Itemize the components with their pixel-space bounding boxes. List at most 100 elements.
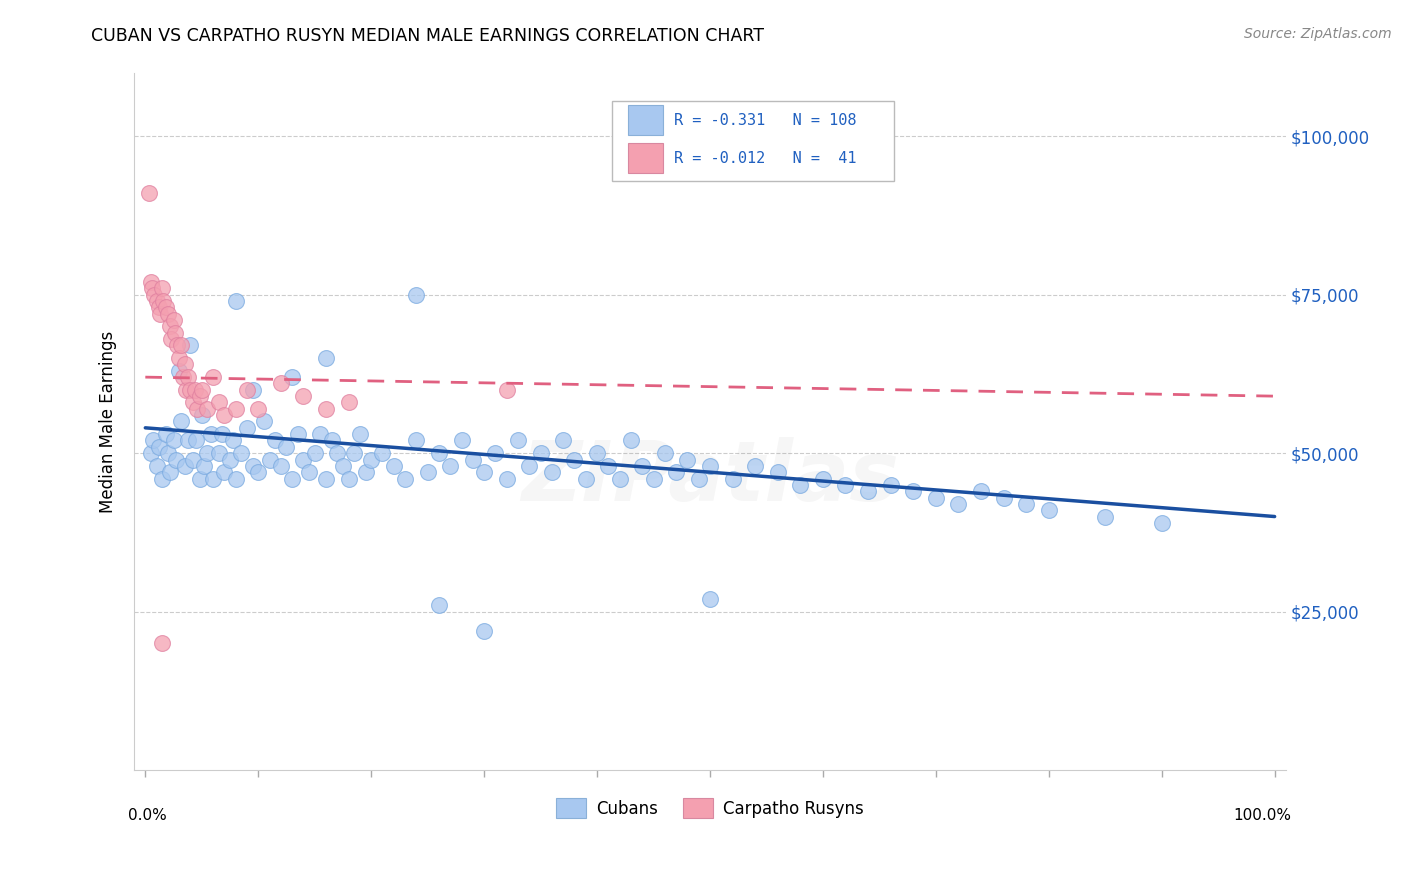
Text: Source: ZipAtlas.com: Source: ZipAtlas.com xyxy=(1244,27,1392,41)
Point xyxy=(304,446,326,460)
Point xyxy=(202,370,225,384)
Point xyxy=(970,484,993,499)
Point xyxy=(173,458,195,473)
Point xyxy=(1038,503,1060,517)
FancyBboxPatch shape xyxy=(612,101,894,181)
Point xyxy=(225,401,247,416)
Point xyxy=(211,427,233,442)
Point xyxy=(620,434,643,448)
Point xyxy=(337,471,360,485)
Point xyxy=(167,351,190,365)
Point xyxy=(405,287,427,301)
Text: CUBAN VS CARPATHO RUSYN MEDIAN MALE EARNINGS CORRELATION CHART: CUBAN VS CARPATHO RUSYN MEDIAN MALE EARN… xyxy=(91,27,765,45)
Point xyxy=(371,446,394,460)
Point xyxy=(744,458,766,473)
Text: 0.0%: 0.0% xyxy=(128,808,167,823)
Point xyxy=(676,452,699,467)
Point xyxy=(292,389,315,403)
Point xyxy=(631,458,654,473)
Point xyxy=(162,434,184,448)
Text: ZIPatlas: ZIPatlas xyxy=(522,437,898,517)
Point xyxy=(439,458,461,473)
Point xyxy=(903,484,925,499)
Point xyxy=(450,434,472,448)
Point xyxy=(142,434,165,448)
Point xyxy=(148,440,170,454)
Point xyxy=(925,491,948,505)
Point xyxy=(315,471,337,485)
Point xyxy=(202,471,225,485)
Point xyxy=(242,458,264,473)
Point xyxy=(766,465,789,479)
Point xyxy=(156,446,179,460)
Point xyxy=(332,458,354,473)
Point xyxy=(179,338,201,352)
Point xyxy=(159,319,181,334)
Point xyxy=(575,471,598,485)
Point xyxy=(586,446,609,460)
Point xyxy=(472,465,495,479)
Point xyxy=(177,434,200,448)
Point xyxy=(166,338,188,352)
Point xyxy=(242,383,264,397)
Point xyxy=(811,471,834,485)
Point xyxy=(188,389,211,403)
Point xyxy=(191,383,214,397)
Point xyxy=(181,452,204,467)
Point xyxy=(688,471,710,485)
Text: R = -0.331   N = 108: R = -0.331 N = 108 xyxy=(675,113,856,128)
Point xyxy=(281,471,304,485)
Point xyxy=(172,370,194,384)
Point xyxy=(321,434,343,448)
Point xyxy=(208,395,231,409)
Point xyxy=(181,395,204,409)
Point xyxy=(1015,497,1038,511)
Point xyxy=(948,497,970,511)
Point xyxy=(155,301,177,315)
Point xyxy=(879,478,901,492)
Point xyxy=(139,275,162,289)
Point xyxy=(643,471,665,485)
Point xyxy=(236,421,259,435)
Point xyxy=(177,370,200,384)
Point xyxy=(699,591,721,606)
Point xyxy=(326,446,349,460)
Point xyxy=(150,281,173,295)
Point xyxy=(495,471,517,485)
Point xyxy=(162,313,184,327)
Point xyxy=(298,465,321,479)
Point xyxy=(253,415,276,429)
Point xyxy=(517,458,540,473)
Point xyxy=(225,294,247,309)
Text: 100.0%: 100.0% xyxy=(1233,808,1292,823)
Point xyxy=(394,471,416,485)
Point xyxy=(1094,509,1116,524)
Point xyxy=(598,458,620,473)
FancyBboxPatch shape xyxy=(628,143,662,173)
Point xyxy=(315,401,337,416)
Y-axis label: Median Male Earnings: Median Male Earnings xyxy=(100,330,117,513)
Point xyxy=(856,484,879,499)
Text: R = -0.012   N =  41: R = -0.012 N = 41 xyxy=(675,151,856,166)
Point xyxy=(170,415,193,429)
Point xyxy=(416,465,439,479)
Point xyxy=(654,446,676,460)
Point xyxy=(145,294,167,309)
Point xyxy=(427,446,450,460)
Point xyxy=(191,408,214,422)
Point xyxy=(150,471,173,485)
Point xyxy=(214,465,236,479)
Point xyxy=(155,427,177,442)
Point xyxy=(173,358,195,372)
Point xyxy=(188,471,211,485)
Point xyxy=(231,446,253,460)
Point xyxy=(789,478,811,492)
Point xyxy=(993,491,1015,505)
Point xyxy=(170,338,193,352)
Point xyxy=(541,465,564,479)
Point xyxy=(699,458,721,473)
Point xyxy=(208,446,231,460)
Point xyxy=(222,434,245,448)
Point xyxy=(139,446,162,460)
Point xyxy=(309,427,332,442)
